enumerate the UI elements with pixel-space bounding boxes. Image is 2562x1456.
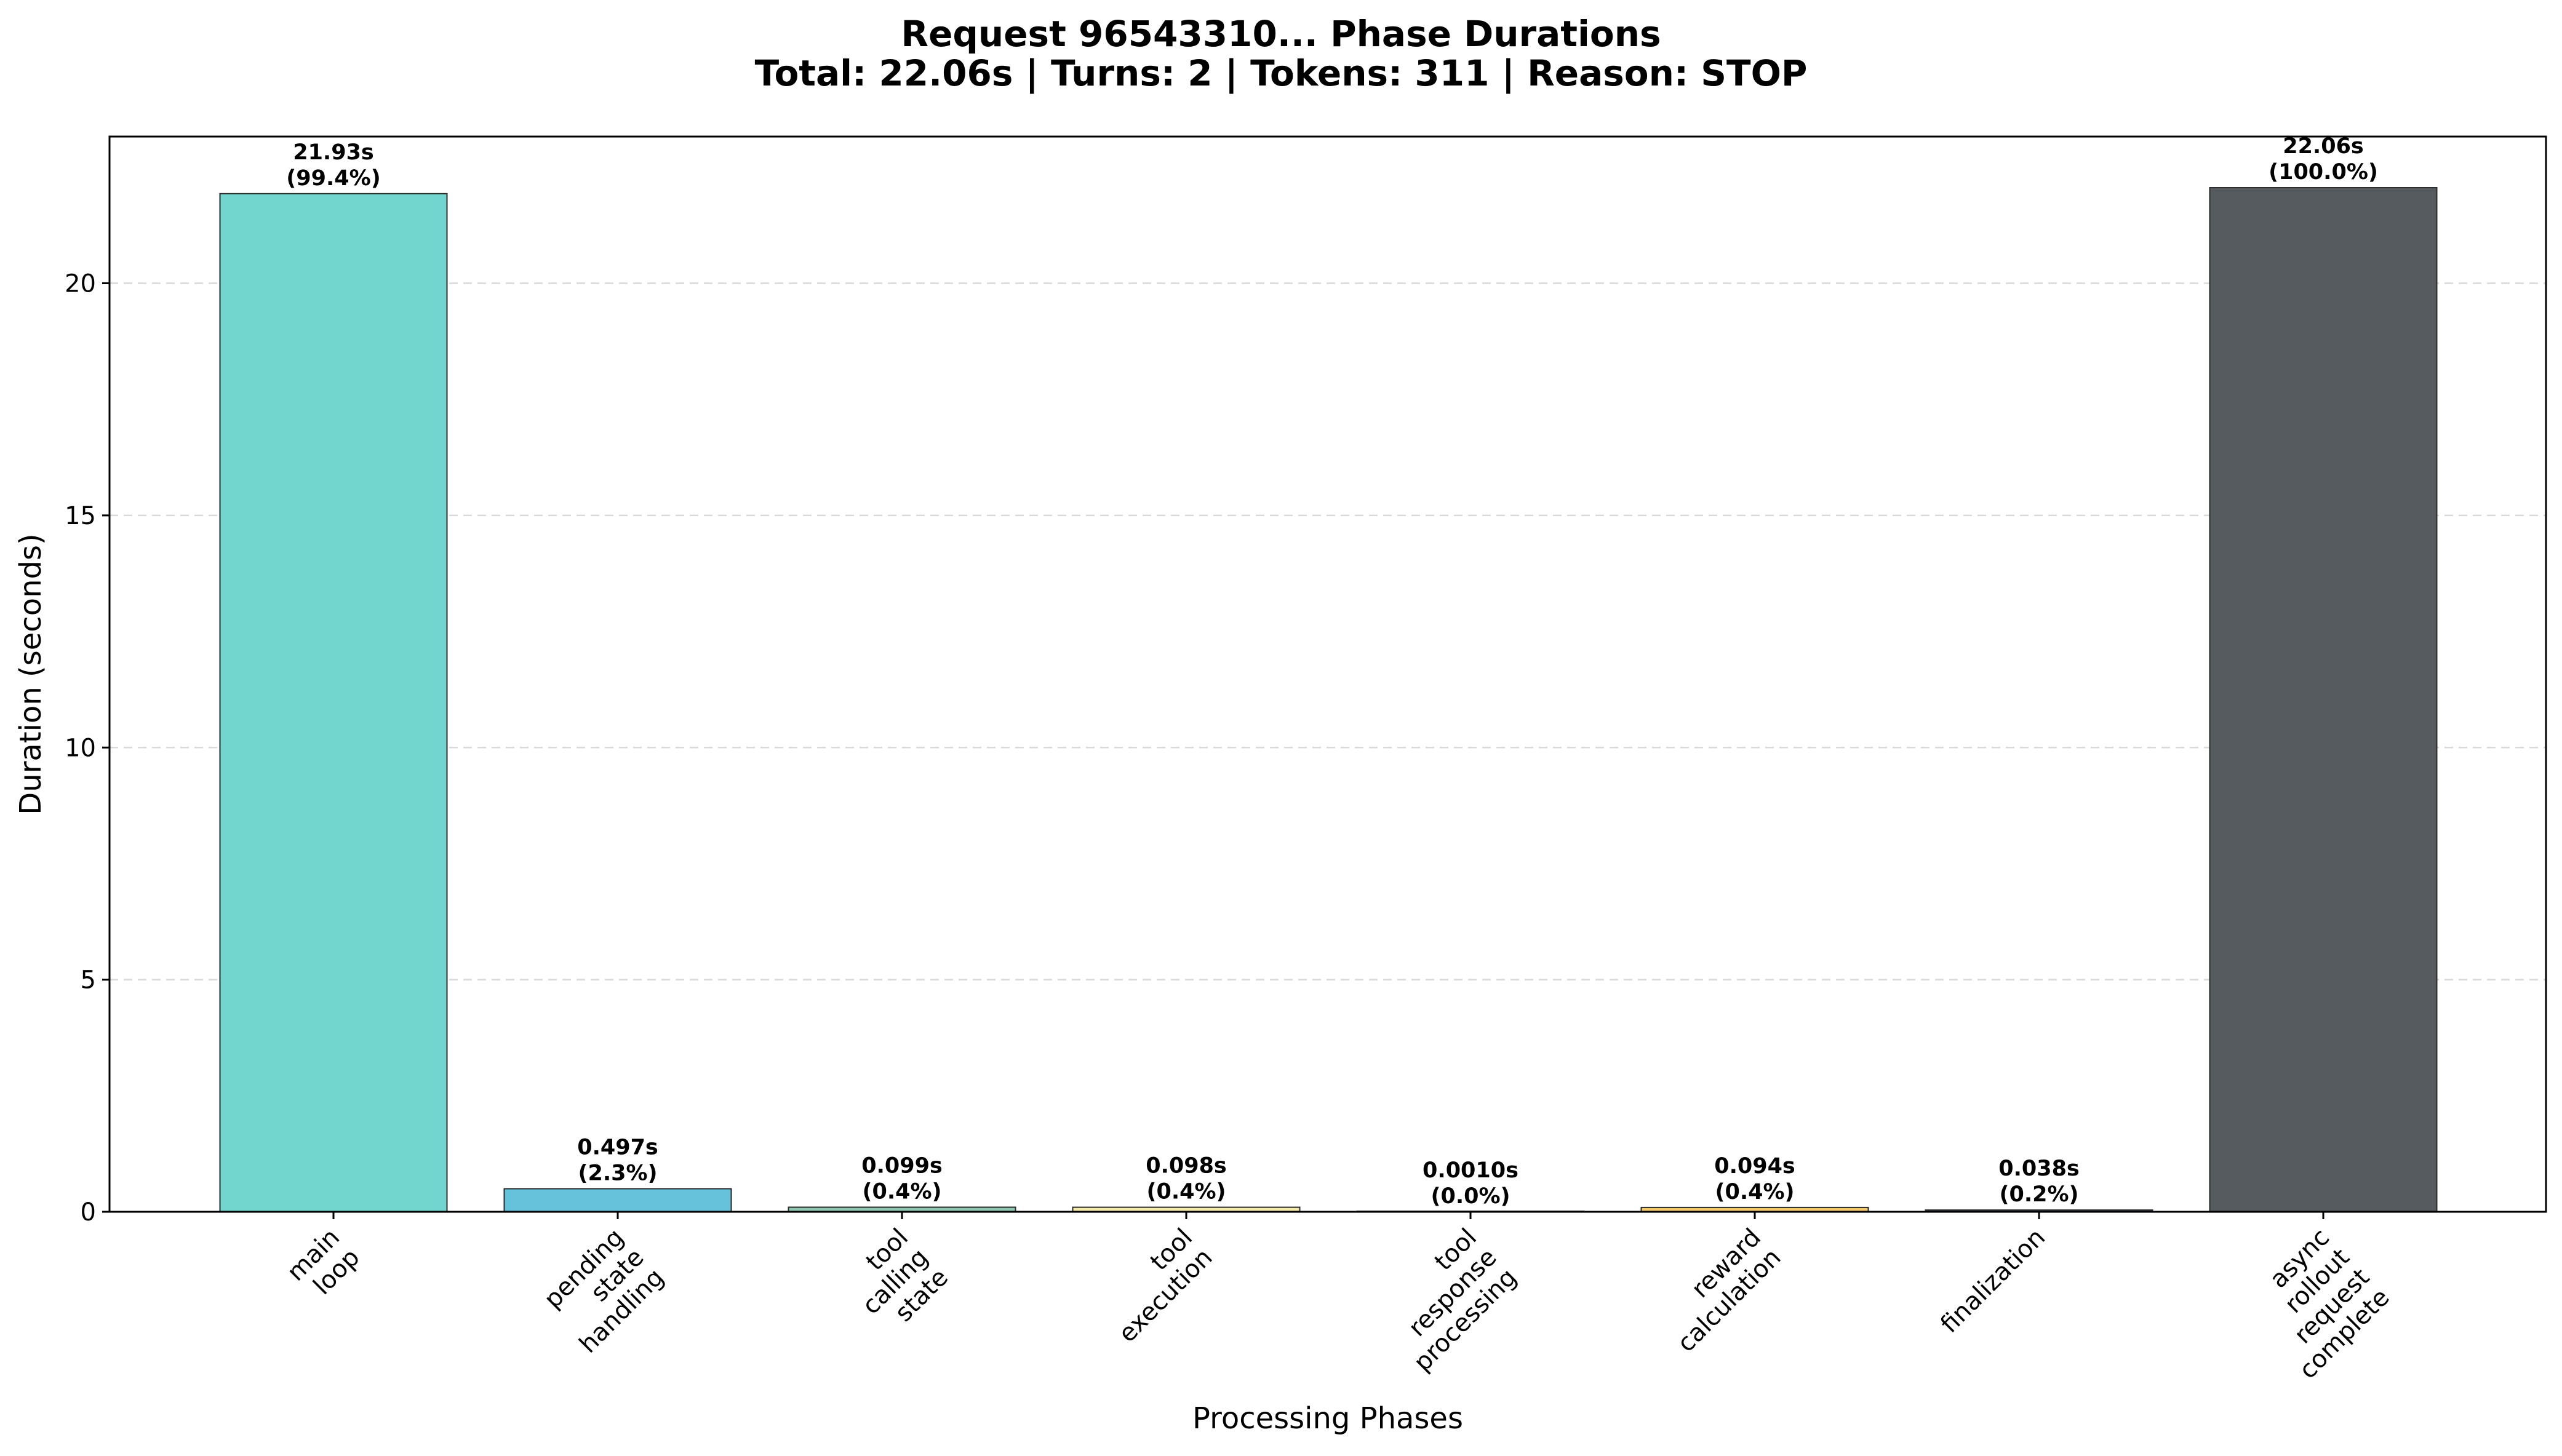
- bar-percent-label: (0.4%): [1146, 1180, 1226, 1204]
- chart-subtitle: Total: 22.06s | Turns: 2 | Tokens: 311 |…: [755, 52, 1808, 94]
- bar-percent-label: (2.3%): [578, 1161, 657, 1185]
- plot-frame: [108, 135, 2547, 1213]
- value-labels: 21.93s(99.4%)0.497s(2.3%) 0.099s(0.4%)0.0…: [286, 134, 2378, 1209]
- bar-value-label: 0.094s: [1714, 1154, 1795, 1179]
- bar-percent-label: (99.4%): [286, 166, 380, 191]
- bar-percent-label: (0.0%): [1431, 1184, 1510, 1209]
- y-axis-label: Duration (seconds): [14, 533, 48, 814]
- bar-value-label: 0.098s: [1146, 1154, 1227, 1179]
- bar-percent-label: (0.2%): [1999, 1182, 2078, 1207]
- x-axis-ticks: mainloop pendingstatehandling toolcallings…: [282, 1212, 2395, 1385]
- bar-percent-label: (0.4%): [1715, 1180, 1794, 1204]
- x-tick-label: toolresponseprocessing: [1368, 1223, 1522, 1377]
- x-tick-label-line: finalization: [1935, 1223, 2051, 1339]
- chart-title: Request 96543310... Phase Durations: [901, 13, 1661, 55]
- bar: [2209, 187, 2438, 1212]
- x-tick-label: asyncrolloutrequestcomplete: [2233, 1223, 2395, 1385]
- bar-value-label: 21.93s: [293, 140, 374, 165]
- x-axis-label: Processing Phases: [1192, 1401, 1463, 1436]
- bar-value-label: 0.497s: [577, 1135, 658, 1160]
- y-tick-label: 0: [81, 1198, 96, 1227]
- x-tick-label: rewardcalculation: [1652, 1223, 1787, 1358]
- bars: [219, 187, 2438, 1213]
- y-tick-label: 20: [65, 270, 96, 298]
- x-tick-label: toolexecution: [1093, 1223, 1218, 1348]
- y-tick-label: 15: [65, 502, 96, 530]
- x-tick-label: finalization: [1935, 1223, 2051, 1339]
- bar-percent-label: (100.0%): [2269, 160, 2378, 185]
- bar-percent-label: (0.4%): [862, 1180, 941, 1204]
- grid-lines: [110, 282, 2546, 981]
- y-axis-ticks: 0 5 10 15 20: [65, 270, 110, 1227]
- y-tick-label: 10: [65, 734, 96, 762]
- x-tick-label: pendingstatehandling: [534, 1223, 669, 1359]
- x-tick-label: mainloop: [282, 1223, 365, 1307]
- y-tick-label: 5: [81, 966, 96, 995]
- bar-value-label: 0.099s: [861, 1154, 943, 1179]
- bar-value-label: 0.0010s: [1423, 1158, 1518, 1183]
- bar-value-label: 0.038s: [1998, 1156, 2080, 1181]
- bar: [503, 1188, 732, 1212]
- bar: [219, 193, 448, 1212]
- x-tick-label: toolcallingstate: [837, 1223, 954, 1340]
- bar-value-label: 22.06s: [2283, 134, 2364, 159]
